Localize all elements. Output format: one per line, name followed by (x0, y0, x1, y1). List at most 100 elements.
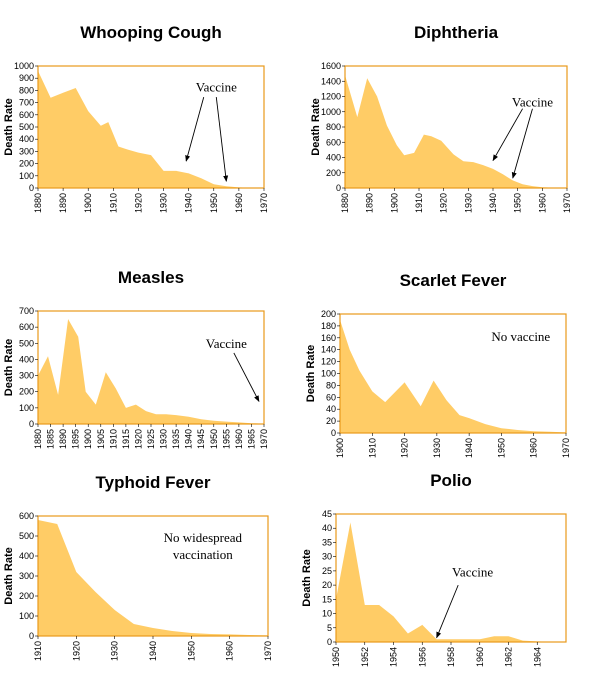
x-tick-label: 1885 (46, 429, 56, 449)
y-tick-label: 200 (19, 591, 34, 601)
x-tick-label: 1960 (475, 647, 485, 667)
vaccine-arrow (436, 584, 459, 639)
y-tick-label: 200 (19, 159, 34, 169)
y-tick-label: 60 (326, 392, 336, 402)
y-tick-label: 400 (19, 354, 34, 364)
x-tick-label: 1920 (133, 429, 143, 449)
y-tick-label: 100 (321, 369, 336, 379)
death-rate-area (38, 70, 264, 188)
y-tick-label: 35 (322, 537, 332, 547)
y-tick-label: 20 (326, 416, 336, 426)
chart-panel-3: Measles Death Rate 0 100 200 300 400 500 600 700 1… (3, 268, 269, 449)
y-tick-label: 0 (29, 631, 34, 641)
annotation-text: No vaccine (491, 329, 550, 344)
annotation-text: Vaccine (196, 80, 237, 95)
y-tick-label: 200 (321, 309, 336, 319)
annotation-text: No widespread (164, 530, 243, 545)
x-tick-label: 1930 (159, 193, 169, 213)
death-rate-area (38, 319, 264, 424)
x-tick-label: 1880 (33, 429, 43, 449)
x-tick-label: 1900 (335, 438, 345, 458)
y-tick-label: 0 (29, 183, 34, 193)
x-tick-label: 1890 (365, 193, 375, 213)
x-tick-label: 1960 (225, 641, 235, 661)
x-tick-label: 1950 (209, 429, 219, 449)
annotation-text: Vaccine (452, 565, 493, 580)
y-tick-label: 600 (326, 137, 341, 147)
y-tick-label: 0 (336, 183, 341, 193)
x-tick-label: 1900 (389, 193, 399, 213)
y-tick-label: 0 (327, 637, 332, 647)
y-tick-label: 500 (19, 338, 34, 348)
x-tick-label: 1956 (417, 647, 427, 667)
y-tick-label: 30 (322, 552, 332, 562)
x-tick-label: 1970 (259, 429, 269, 449)
chart-title: Typhoid Fever (96, 473, 211, 492)
chart-panel-5: Typhoid Fever Death Rate 0 100 200 300 400 500 6… (3, 473, 273, 661)
y-axis-label: Death Rate (301, 549, 313, 606)
y-tick-label: 160 (321, 333, 336, 343)
x-tick-label: 1920 (400, 438, 410, 458)
x-tick-label: 1890 (58, 429, 68, 449)
y-tick-label: 900 (19, 73, 34, 83)
x-tick-label: 1895 (71, 429, 81, 449)
y-axis-label: Death Rate (3, 339, 15, 396)
y-tick-label: 200 (326, 168, 341, 178)
y-tick-label: 100 (19, 611, 34, 621)
y-tick-label: 140 (321, 345, 336, 355)
x-tick-label: 1960 (234, 193, 244, 213)
y-tick-label: 80 (326, 380, 336, 390)
chart-panel-6: Polio Death Rate 0 5 10 15 20 25 30 35 40 45 1950 195… (301, 471, 567, 667)
x-tick-label: 1910 (108, 429, 118, 449)
y-tick-label: 600 (19, 511, 34, 521)
x-tick-label: 1958 (446, 647, 456, 667)
y-tick-label: 1000 (14, 61, 34, 71)
y-tick-label: 0 (331, 428, 336, 438)
y-tick-label: 40 (322, 523, 332, 533)
y-tick-label: 700 (19, 306, 34, 316)
x-tick-label: 1954 (389, 647, 399, 667)
y-axis-label: Death Rate (305, 345, 317, 402)
x-tick-label: 1930 (463, 193, 473, 213)
y-axis-label: Death Rate (3, 547, 15, 604)
x-tick-label: 1880 (33, 193, 43, 213)
x-tick-label: 1940 (464, 438, 474, 458)
annotation-text: Vaccine (206, 336, 247, 351)
x-tick-label: 1940 (184, 193, 194, 213)
y-tick-label: 200 (19, 387, 34, 397)
y-tick-label: 600 (19, 322, 34, 332)
y-tick-label: 400 (19, 134, 34, 144)
x-tick-label: 1880 (340, 193, 350, 213)
x-tick-label: 1905 (96, 429, 106, 449)
x-tick-label: 1910 (367, 438, 377, 458)
x-tick-label: 1970 (263, 641, 273, 661)
x-tick-label: 1930 (110, 641, 120, 661)
y-tick-label: 400 (326, 153, 341, 163)
chart-title: Whooping Cough (80, 23, 222, 42)
x-tick-label: 1965 (246, 429, 256, 449)
x-tick-label: 1950 (186, 641, 196, 661)
y-tick-label: 300 (19, 571, 34, 581)
y-tick-label: 0 (29, 419, 34, 429)
death-rate-area (336, 522, 566, 642)
y-tick-label: 300 (19, 371, 34, 381)
x-tick-label: 1940 (148, 641, 158, 661)
x-tick-label: 1940 (488, 193, 498, 213)
y-tick-label: 120 (321, 357, 336, 367)
y-tick-label: 20 (322, 580, 332, 590)
x-tick-label: 1960 (234, 429, 244, 449)
x-tick-label: 1950 (331, 647, 341, 667)
y-tick-label: 1000 (321, 107, 341, 117)
y-tick-label: 25 (322, 566, 332, 576)
vaccine-arrow (185, 96, 205, 162)
y-tick-label: 1400 (321, 76, 341, 86)
y-tick-label: 300 (19, 146, 34, 156)
y-tick-label: 500 (19, 531, 34, 541)
x-tick-label: 1935 (171, 429, 181, 449)
y-tick-label: 100 (19, 171, 34, 181)
y-tick-label: 15 (322, 594, 332, 604)
y-tick-label: 400 (19, 551, 34, 561)
x-tick-label: 1950 (209, 193, 219, 213)
